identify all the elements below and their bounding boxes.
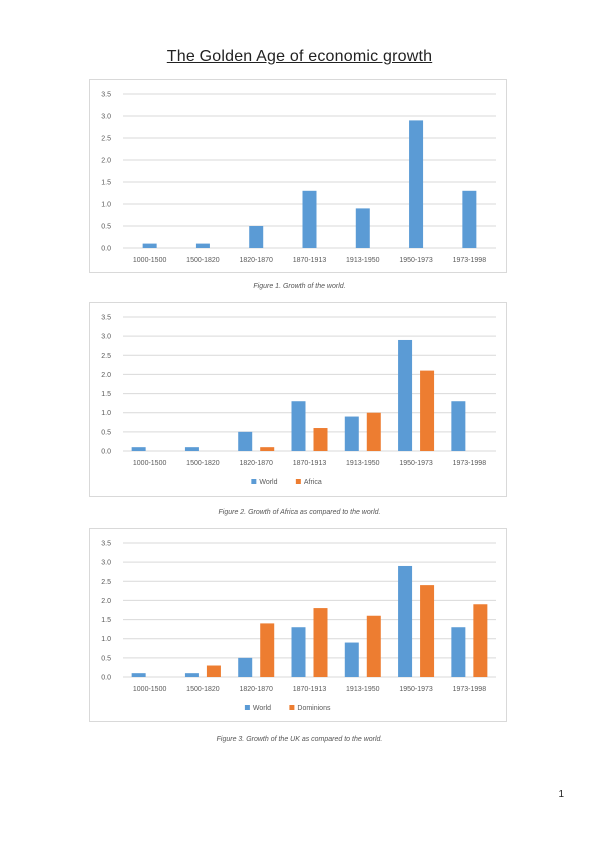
y-tick-label: 2.0 xyxy=(101,372,111,379)
x-tick-label: 1913-1950 xyxy=(346,686,380,693)
x-tick-label: 1950-1973 xyxy=(399,686,433,693)
x-tick-label: 1500-1820 xyxy=(186,257,220,264)
bar-world-1870-1913 xyxy=(291,401,306,451)
y-tick-label: 1.0 xyxy=(101,410,111,417)
y-tick-label: 3.0 xyxy=(101,114,111,121)
chart-1-frame: 0.0 0.5 1.0 1.5 2.0 2.5 3.0 3.5 1000-1500 1500-18… xyxy=(89,79,507,273)
legend-swatch xyxy=(244,705,250,710)
x-tick-label: 1820-1870 xyxy=(239,460,273,467)
y-tick-label: 2.5 xyxy=(101,136,111,143)
y-tick-label: 1.0 xyxy=(101,636,111,643)
bar-dominions-1913-1950 xyxy=(366,615,381,677)
y-tick-label: 0.0 xyxy=(101,449,111,456)
y-tick-label: 2.5 xyxy=(101,579,111,586)
legend-label: Dominions xyxy=(297,705,331,712)
bar-series-1973-1998 xyxy=(462,190,477,248)
bar-series-1913-1950 xyxy=(355,208,370,248)
x-tick-label: 1870-1913 xyxy=(293,460,327,467)
bar-africa-1870-1913 xyxy=(313,428,328,451)
legend-swatch xyxy=(295,479,301,484)
bar-world-1500-1820 xyxy=(184,673,199,677)
bar-africa-1913-1950 xyxy=(366,412,381,451)
bar-world-1913-1950 xyxy=(344,416,359,451)
x-tick-label: 1870-1913 xyxy=(293,257,327,264)
x-tick-label: 1500-1820 xyxy=(186,460,220,467)
x-tick-label: 1870-1913 xyxy=(293,686,327,693)
chart-2: 0.0 0.5 1.0 1.5 2.0 2.5 3.0 3.5 1000-1500 1500-18… xyxy=(101,315,496,486)
figure-3-caption: Figure 3. Growth of the UK as compared t… xyxy=(216,736,383,743)
legend-swatch xyxy=(251,479,257,484)
y-tick-label: 0.0 xyxy=(101,675,111,682)
bar-world-1820-1870 xyxy=(238,657,253,677)
bar-series-1950-1973 xyxy=(409,120,424,248)
bar-world-1950-1973 xyxy=(398,339,413,451)
bar-series-1820-1870 xyxy=(249,226,264,248)
bar-series-1000-1500 xyxy=(142,243,157,248)
bar-world-1000-1500 xyxy=(131,673,146,677)
page-number: 1 xyxy=(558,789,564,800)
bar-dominions-1820-1870 xyxy=(260,623,275,677)
x-tick-label: 1820-1870 xyxy=(239,686,273,693)
y-tick-label: 3.5 xyxy=(101,541,111,548)
x-tick-label: 1913-1950 xyxy=(346,257,380,264)
bar-world-1973-1998 xyxy=(451,401,466,451)
bar-world-1950-1973 xyxy=(398,565,413,677)
bar-world-1973-1998 xyxy=(451,627,466,677)
legend-label: World xyxy=(253,705,271,712)
x-tick-label: 1000-1500 xyxy=(133,460,167,467)
figure-1-caption: Figure 1. Growth of the world. xyxy=(253,283,346,290)
figure-2-caption: Figure 2. Growth of Africa as compared t… xyxy=(218,509,381,516)
bar-dominions-1500-1820 xyxy=(206,665,221,677)
x-tick-label: 1000-1500 xyxy=(133,686,167,693)
y-tick-label: 3.5 xyxy=(101,92,111,99)
bar-africa-1820-1870 xyxy=(260,447,275,451)
bar-dominions-1950-1973 xyxy=(420,585,435,677)
chart-1: 0.0 0.5 1.0 1.5 2.0 2.5 3.0 3.5 1000-1500 1500-18… xyxy=(101,92,496,264)
bar-world-1913-1950 xyxy=(344,642,359,677)
legend-label: World xyxy=(259,479,277,486)
chart-3: 0.0 0.5 1.0 1.5 2.0 2.5 3.0 3.5 1000-1500 1500-18… xyxy=(101,541,496,712)
y-tick-label: 2.5 xyxy=(101,353,111,360)
x-tick-label: 1973-1998 xyxy=(453,460,487,467)
bar-series-1870-1913 xyxy=(302,190,317,248)
x-tick-label: 1820-1870 xyxy=(239,257,273,264)
document-title: The Golden Age of economic growth xyxy=(166,48,433,65)
bar-world-1500-1820 xyxy=(184,447,199,451)
y-tick-label: 0.5 xyxy=(101,429,111,436)
x-tick-label: 1950-1973 xyxy=(399,460,433,467)
chart-2-frame: 0.0 0.5 1.0 1.5 2.0 2.5 3.0 3.5 1000-1500 1500-18… xyxy=(89,302,507,497)
y-tick-label: 1.5 xyxy=(101,617,111,624)
y-tick-label: 3.0 xyxy=(101,560,111,567)
y-tick-label: 3.5 xyxy=(101,315,111,322)
y-tick-label: 1.5 xyxy=(101,391,111,398)
legend-swatch xyxy=(289,705,295,710)
bar-world-1820-1870 xyxy=(238,431,253,451)
y-tick-label: 3.0 xyxy=(101,334,111,341)
y-tick-label: 0.0 xyxy=(101,246,111,253)
bar-world-1000-1500 xyxy=(131,447,146,451)
x-tick-label: 1000-1500 xyxy=(133,257,167,264)
y-tick-label: 1.5 xyxy=(101,180,111,187)
legend-label: Africa xyxy=(304,479,322,486)
bar-dominions-1973-1998 xyxy=(473,604,488,677)
x-tick-label: 1973-1998 xyxy=(453,257,487,264)
y-tick-label: 2.0 xyxy=(101,158,111,165)
x-tick-label: 1500-1820 xyxy=(186,686,220,693)
x-tick-label: 1973-1998 xyxy=(453,686,487,693)
chart-3-frame: 0.0 0.5 1.0 1.5 2.0 2.5 3.0 3.5 1000-1500 1500-18… xyxy=(89,528,507,722)
y-tick-label: 2.0 xyxy=(101,598,111,605)
bar-world-1870-1913 xyxy=(291,627,306,677)
x-tick-label: 1913-1950 xyxy=(346,460,380,467)
x-tick-label: 1950-1973 xyxy=(399,257,433,264)
y-tick-label: 0.5 xyxy=(101,655,111,662)
bar-dominions-1870-1913 xyxy=(313,608,328,677)
y-tick-label: 1.0 xyxy=(101,202,111,209)
bar-africa-1950-1973 xyxy=(420,370,435,451)
y-tick-label: 0.5 xyxy=(101,224,111,231)
bar-series-1500-1820 xyxy=(195,243,210,248)
